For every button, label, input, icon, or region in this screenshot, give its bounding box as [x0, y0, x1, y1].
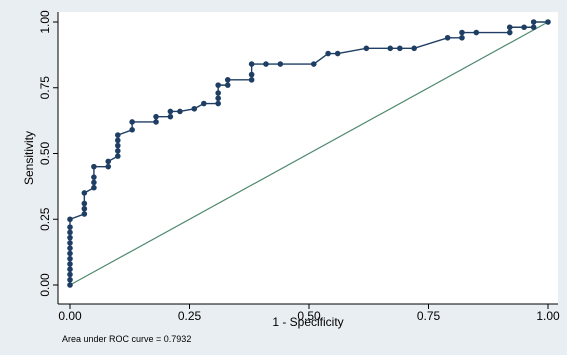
roc-point [506, 29, 513, 36]
roc-point [263, 61, 269, 67]
roc-point [215, 100, 221, 107]
roc-point [325, 50, 331, 57]
roc-point [201, 100, 207, 107]
roc-point [444, 34, 451, 41]
roc-point [67, 224, 73, 230]
roc-point [67, 234, 73, 241]
roc-point [545, 19, 551, 25]
roc-point [530, 19, 537, 25]
roc-point [506, 24, 513, 31]
auc-annotation: Area under ROC curve = 0.7932 [62, 334, 191, 344]
roc-point [67, 216, 73, 223]
roc-point [91, 174, 97, 180]
roc-point [248, 61, 255, 67]
x-tick-label: 0.00 [58, 309, 82, 323]
y-axis-title: Sensitivity [22, 131, 36, 185]
roc-curve-markers [67, 19, 551, 288]
roc-point [397, 45, 403, 52]
roc-point [129, 127, 135, 133]
roc-point [67, 271, 73, 278]
y-tick-label: 0.50 [38, 141, 52, 165]
y-tick-label: 0.75 [38, 76, 52, 100]
roc-point [91, 163, 97, 170]
roc-point [363, 45, 370, 52]
roc-point [459, 29, 465, 36]
y-tick-label: 0.00 [38, 273, 52, 297]
roc-point [215, 95, 221, 102]
x-tick-label: 0.75 [417, 309, 441, 323]
roc-point [411, 45, 417, 52]
roc-point [167, 113, 174, 120]
roc-point [115, 148, 121, 154]
roc-point [153, 119, 159, 125]
roc-point [177, 108, 183, 115]
roc-point [167, 108, 174, 115]
y-tick-label: 0.25 [38, 207, 52, 231]
x-tick-label: 0.25 [178, 309, 202, 323]
roc-point [387, 45, 394, 52]
roc-point [334, 50, 341, 57]
roc-point [473, 29, 480, 36]
roc-point [129, 119, 135, 125]
roc-point [81, 211, 88, 217]
roc-point [215, 82, 221, 88]
roc-point [105, 163, 112, 170]
x-axis-title: 1 - Specificity [272, 315, 343, 329]
x-tick-label: 1.00 [536, 309, 560, 323]
roc-point [67, 240, 73, 246]
roc-point [248, 77, 255, 83]
x-tick-label: 0.50 [297, 309, 321, 323]
roc-point [67, 245, 73, 251]
roc-point [81, 200, 88, 207]
roc-point [105, 158, 112, 165]
y-tick-label: 1.00 [38, 10, 52, 34]
roc-point [115, 132, 121, 138]
roc-point [67, 261, 73, 267]
roc-point [530, 24, 537, 31]
roc-point [67, 276, 73, 283]
roc-point [81, 205, 88, 212]
roc-point [215, 90, 221, 96]
roc-point [191, 105, 198, 112]
roc-point [91, 179, 97, 186]
y-axis-ticks: 0.00 0.25 0.50 0.75 1.00 [38, 10, 58, 297]
roc-point [115, 142, 121, 149]
roc-point [310, 61, 317, 67]
roc-point [115, 137, 121, 144]
roc-point [67, 255, 73, 262]
reference-diagonal-line [69, 21, 549, 286]
roc-point [67, 250, 73, 257]
roc-point [115, 153, 121, 159]
roc-point [248, 71, 255, 78]
plot-area [58, 12, 558, 304]
roc-point [277, 61, 284, 67]
roc-point [67, 266, 73, 273]
roc-point [153, 113, 159, 120]
roc-point [91, 184, 97, 191]
roc-point [521, 24, 527, 31]
roc-point [67, 229, 73, 236]
roc-point [224, 77, 231, 83]
roc-point [81, 190, 88, 196]
roc-point [459, 34, 465, 41]
x-axis-ticks: 0.00 0.25 0.50 0.75 1.00 [58, 304, 560, 323]
roc-point [224, 82, 231, 88]
roc-point [67, 282, 73, 288]
